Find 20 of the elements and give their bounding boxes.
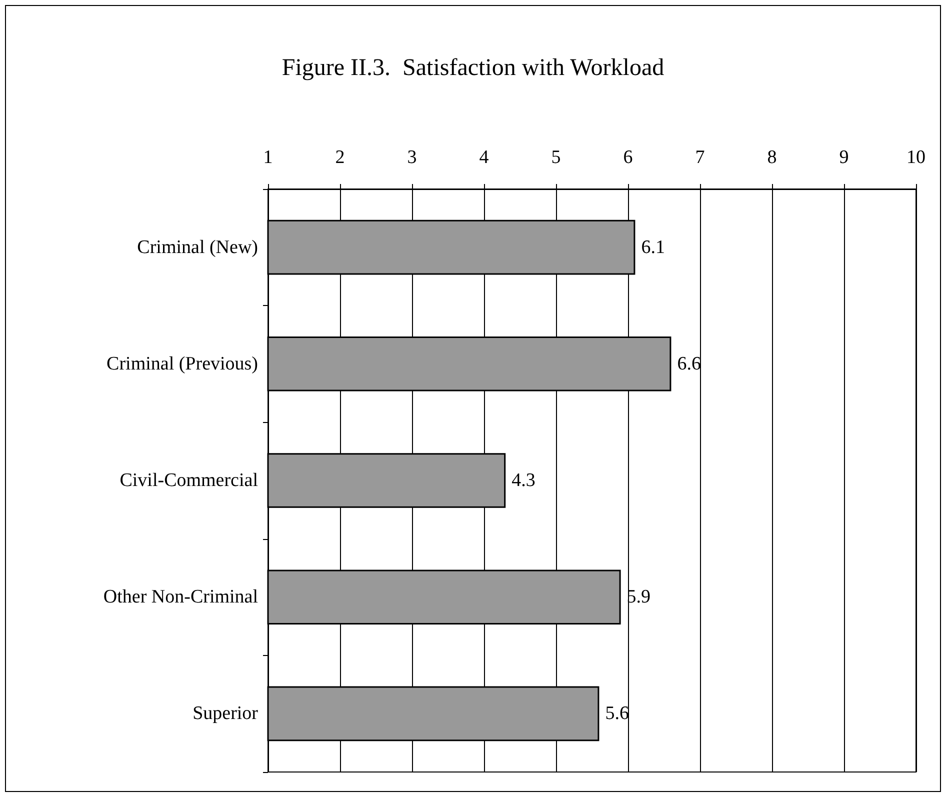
x-tick-label: 3 [407,147,417,168]
x-tick-label: 8 [767,147,777,168]
x-tick-label: 1 [263,147,273,168]
x-tick-label: 6 [623,147,633,168]
y-tick-label: Other Non-Criminal [103,586,258,608]
x-tick-label: 7 [695,147,705,168]
y-tick-label: Criminal (Previous) [106,353,258,374]
y-tick-label: Civil-Commercial [120,470,258,491]
y-tick-label: Superior [192,703,259,724]
chart-title: Figure II.3. Satisfaction with Workload [282,55,664,81]
x-tick-label: 2 [335,147,345,168]
x-tick-label: 5 [551,147,561,168]
data-label: 5.6 [605,703,629,724]
data-label: 6.1 [641,236,665,258]
x-tick-label: 9 [839,147,849,168]
data-label: 4.3 [512,470,536,491]
x-tick-label: 10 [906,147,926,168]
x-tick-label: 4 [479,147,490,168]
data-label: 6.6 [677,353,701,374]
y-tick-label: Criminal (New) [137,236,258,258]
